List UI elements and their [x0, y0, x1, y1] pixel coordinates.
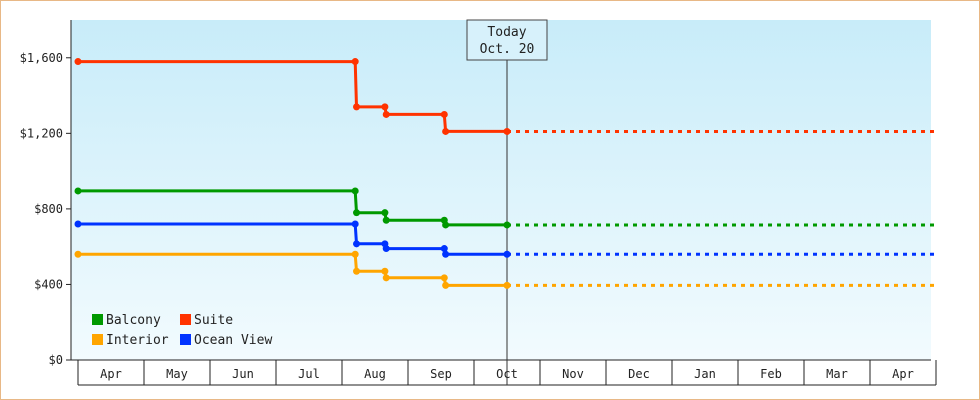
- data-point: [381, 209, 389, 217]
- y-tick-label: $800: [34, 202, 63, 216]
- data-point: [503, 281, 511, 289]
- data-point: [353, 209, 361, 217]
- data-point: [351, 220, 359, 228]
- legend-swatch-balcony: [92, 314, 103, 325]
- data-point: [351, 187, 359, 195]
- y-axis: $0 $400 $800 $1,200 $1,600: [20, 20, 72, 367]
- data-point: [442, 281, 450, 289]
- x-axis: Apr May Jun Jul Aug Sep Oct Nov Dec Jan Feb Mar Apr: [71, 359, 937, 386]
- data-point: [440, 245, 448, 253]
- data-point: [503, 127, 511, 135]
- legend-swatch-suite: [180, 314, 191, 325]
- legend-label-balcony: Balcony: [106, 313, 161, 328]
- today-label: Today: [487, 25, 526, 40]
- month-label: Aug: [364, 367, 386, 381]
- month-label: Jan: [694, 367, 716, 381]
- data-point: [382, 110, 390, 118]
- data-point: [353, 103, 361, 111]
- month-label: Mar: [826, 367, 848, 381]
- data-point: [503, 250, 511, 258]
- data-point: [440, 274, 448, 282]
- legend-label-ocean-view: Ocean View: [194, 333, 272, 348]
- data-point: [382, 245, 390, 253]
- data-point: [382, 216, 390, 224]
- today-date-label: Oct. 20: [480, 42, 535, 57]
- month-label: Nov: [562, 367, 584, 381]
- month-label: Apr: [100, 367, 122, 381]
- data-point: [442, 221, 450, 229]
- series-balcony: [74, 187, 936, 229]
- y-tick-label: $1,200: [20, 126, 63, 140]
- data-point: [440, 110, 448, 118]
- data-point: [442, 127, 450, 135]
- month-label: Feb: [760, 367, 782, 381]
- legend-swatch-interior: [92, 334, 103, 345]
- legend: Balcony Suite Interior Ocean View: [92, 313, 272, 348]
- legend-label-interior: Interior: [106, 333, 169, 348]
- month-label: May: [166, 367, 188, 381]
- series-suite: [74, 58, 936, 135]
- data-point: [381, 103, 389, 111]
- month-label: Jul: [298, 367, 320, 381]
- data-point: [381, 267, 389, 275]
- data-point: [503, 221, 511, 229]
- today-marker: Today Oct. 20: [466, 19, 548, 385]
- month-label: Dec: [628, 367, 650, 381]
- series-ocean-view: [74, 220, 936, 258]
- legend-swatch-ocean-view: [180, 334, 191, 345]
- data-point: [353, 240, 361, 248]
- y-tick-label: $400: [34, 277, 63, 291]
- series-interior: [74, 250, 936, 289]
- legend-label-suite: Suite: [194, 313, 233, 328]
- data-point: [351, 58, 359, 66]
- series-group: [74, 58, 936, 289]
- y-tick-label: $1,600: [20, 51, 63, 65]
- data-point: [442, 250, 450, 258]
- month-label: Jun: [232, 367, 254, 381]
- data-point: [74, 187, 82, 195]
- today-box: [466, 19, 548, 61]
- data-point: [382, 274, 390, 282]
- data-point: [74, 58, 82, 66]
- data-point: [351, 250, 359, 258]
- month-label: Apr: [892, 367, 914, 381]
- data-point: [353, 267, 361, 275]
- month-label: Sep: [430, 367, 452, 381]
- y-tick-label: $0: [49, 353, 63, 367]
- data-point: [74, 250, 82, 258]
- data-point: [74, 220, 82, 228]
